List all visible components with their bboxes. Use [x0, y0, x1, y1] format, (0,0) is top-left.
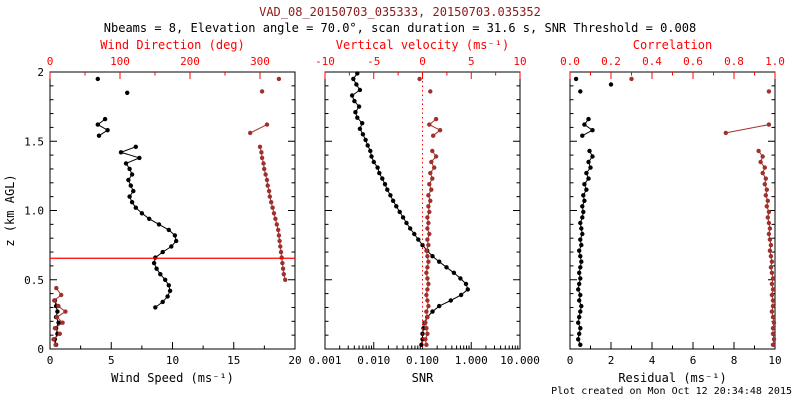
x-tick-label: 10 — [166, 354, 179, 367]
top-tick-label: 0.4 — [642, 55, 662, 68]
x-tick-label: 0.010 — [357, 354, 390, 367]
series-wind-speed — [52, 76, 179, 347]
figure-title: VAD_08_20150703_035333, 20150703.035352 — [259, 5, 541, 19]
top-tick-label: 5 — [468, 55, 475, 68]
top-tick-label: 200 — [180, 55, 200, 68]
x-tick-label: 15 — [227, 354, 240, 367]
x-tick-label: 6 — [690, 354, 697, 367]
series-correlation — [629, 76, 777, 347]
top-axis-title: Wind Direction (deg) — [100, 38, 245, 52]
top-tick-label: -5 — [367, 55, 380, 68]
top-axis-title: Correlation — [633, 38, 712, 52]
series-residual-profile — [573, 76, 614, 347]
top-tick-label: 0 — [47, 55, 54, 68]
panel-snr: 0.001 0.010 0.100 1.000 10.000 SNR -10 -5 0 5 10 Ve… — [308, 38, 539, 385]
x-tick-label: 1.000 — [455, 354, 488, 367]
top-tick-label: 0 — [419, 55, 426, 68]
x-tick-label: 8 — [731, 354, 738, 367]
top-tick-label: 300 — [250, 55, 270, 68]
x-tick-label: 10 — [768, 354, 781, 367]
panel-residual: 0 2 4 6 8 10 Residual (ms⁻¹) 0.0 0.2 0.4 0.6 0.8 1.0… — [560, 38, 785, 385]
y-tick-label: 1.0 — [24, 205, 44, 218]
x-tick-label: 5 — [108, 354, 115, 367]
series-wind-direction — [51, 76, 288, 347]
x-axis-title: SNR — [412, 371, 434, 385]
top-tick-label: 0.2 — [601, 55, 621, 68]
top-tick-label: 100 — [110, 55, 130, 68]
figure-subtitle: Nbeams = 8, Elevation angle = 70.0°, sca… — [103, 21, 697, 35]
x-tick-label: 0 — [47, 354, 54, 367]
x-axis-title: Residual (ms⁻¹) — [618, 371, 726, 385]
top-axis-title: Vertical velocity (ms⁻¹) — [336, 38, 509, 52]
top-tick-label: 1.0 — [765, 55, 785, 68]
top-tick-label: 0.8 — [724, 55, 744, 68]
y-tick-label: 0 — [37, 343, 44, 356]
top-tick-label: 0.6 — [683, 55, 703, 68]
x-tick-label: 4 — [649, 354, 656, 367]
y-tick-label: 1.5 — [24, 135, 44, 148]
y-axis-title: z (km AGL) — [3, 174, 17, 246]
top-tick-label: 10 — [513, 55, 526, 68]
x-tick-label: 0 — [567, 354, 574, 367]
x-axis-title: Wind Speed (ms⁻¹) — [111, 371, 234, 385]
x-tick-label: 0.100 — [406, 354, 439, 367]
top-tick-label: 0.0 — [560, 55, 580, 68]
creation-timestamp: Plot created on Mon Oct 12 20:34:48 2015 — [551, 386, 792, 397]
y-tick-label: 0.5 — [24, 274, 44, 287]
top-tick-label: -10 — [315, 55, 335, 68]
x-tick-label: 0.001 — [308, 354, 341, 367]
x-tick-label: 20 — [288, 354, 301, 367]
x-tick-label: 2 — [608, 354, 615, 367]
series-vertical-velocity — [417, 76, 443, 347]
series-snr-profile — [349, 71, 470, 347]
y-tick-label: 2 — [37, 66, 44, 79]
x-tick-label: 10.000 — [500, 354, 540, 367]
